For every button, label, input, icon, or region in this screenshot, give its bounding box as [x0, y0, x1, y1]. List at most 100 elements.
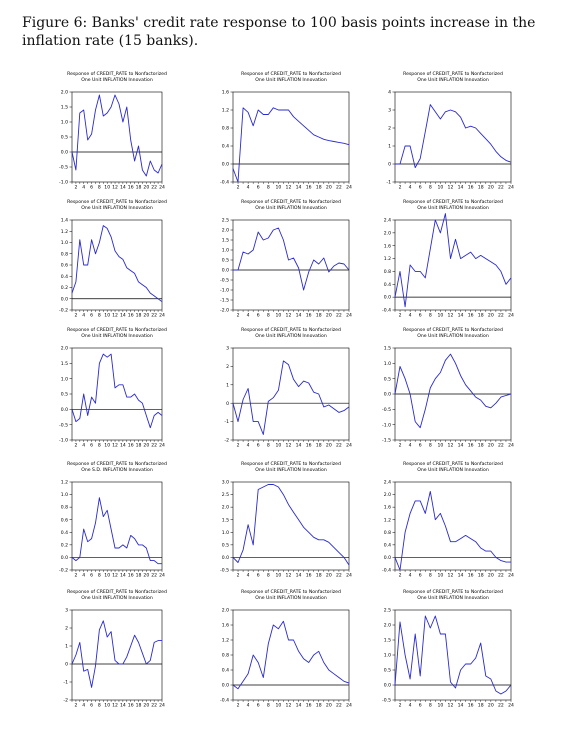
- x-tick-label: 14: [296, 703, 302, 709]
- x-tick-label: 14: [120, 185, 126, 191]
- x-tick-label: 16: [128, 185, 134, 191]
- y-tick-label: 0.8: [61, 505, 68, 511]
- chart-title-line: One Unit INFLATION Innovation: [417, 467, 489, 473]
- y-tick-label: -0.5: [382, 698, 391, 704]
- x-tick-label: 8: [267, 443, 270, 449]
- x-tick-label: 24: [508, 573, 514, 579]
- x-tick-label: 20: [326, 573, 332, 579]
- y-tick-label: 0: [226, 401, 229, 407]
- x-tick-label: 18: [478, 443, 484, 449]
- y-tick-label: 2.5: [222, 218, 229, 224]
- chart-title-line: Response of CREDIT_RATE to Nonfactorized: [241, 71, 341, 77]
- chart-panel-2: Response of CREDIT_RATE to Nonfactorized…: [220, 71, 352, 191]
- x-tick-label: 2: [74, 703, 77, 709]
- chart-title-line: Response of CREDIT_RATE to Nonfactorized: [67, 327, 167, 333]
- x-tick-label: 12: [286, 703, 292, 709]
- x-tick-label: 24: [346, 703, 352, 709]
- y-tick-label: 1: [388, 144, 391, 150]
- x-tick-label: 2: [399, 443, 402, 449]
- y-tick-label: 1.2: [222, 638, 229, 644]
- x-tick-label: 4: [82, 703, 85, 709]
- x-tick-label: 4: [409, 703, 412, 709]
- x-tick-label: 24: [346, 573, 352, 579]
- y-tick-label: 0.8: [61, 251, 68, 257]
- chart-title-line: One Unit INFLATION Innovation: [255, 77, 327, 83]
- chart-panel-13: Response of CREDIT_RATE to Nonfactorized…: [63, 589, 167, 709]
- x-tick-label: 14: [120, 443, 126, 449]
- x-tick-label: 6: [90, 703, 93, 709]
- x-tick-label: 4: [247, 443, 250, 449]
- y-tick-label: -1: [224, 419, 229, 425]
- x-tick-label: 10: [437, 703, 443, 709]
- x-tick-label: 2: [399, 313, 402, 319]
- x-tick-label: 8: [267, 703, 270, 709]
- x-tick-label: 24: [508, 185, 514, 191]
- x-tick-label: 2: [237, 573, 240, 579]
- y-tick-label: 2: [226, 364, 229, 370]
- x-tick-label: 8: [267, 185, 270, 191]
- response-line: [232, 360, 350, 435]
- x-tick-label: 16: [128, 573, 134, 579]
- chart-title-line: Response of CREDIT_RATE to Nonfactorized: [241, 461, 341, 467]
- x-tick-label: 2: [399, 573, 402, 579]
- chart-title-line: One Unit INFLATION Innovation: [417, 333, 489, 339]
- x-tick-label: 24: [159, 313, 165, 319]
- y-tick-label: 0.4: [222, 668, 229, 674]
- y-tick-label: -1: [386, 180, 391, 186]
- x-tick-label: 18: [478, 703, 484, 709]
- y-tick-label: 1.6: [384, 243, 391, 249]
- x-tick-label: 16: [468, 313, 474, 319]
- y-tick-label: 1.0: [222, 248, 229, 254]
- x-tick-label: 6: [257, 185, 260, 191]
- x-tick-label: 2: [74, 573, 77, 579]
- y-tick-label: 0.4: [61, 274, 68, 280]
- x-tick-label: 22: [336, 185, 342, 191]
- y-tick-label: 3.0: [222, 480, 229, 486]
- response-line: [232, 107, 350, 183]
- x-tick-label: 18: [478, 573, 484, 579]
- y-tick-label: -1.5: [220, 298, 229, 304]
- x-tick-label: 14: [296, 573, 302, 579]
- x-tick-label: 22: [336, 313, 342, 319]
- x-tick-label: 10: [437, 443, 443, 449]
- y-tick-label: -1.0: [220, 288, 229, 294]
- x-tick-label: 6: [90, 573, 93, 579]
- y-tick-label: -1.0: [59, 180, 68, 186]
- x-tick-label: 22: [498, 185, 504, 191]
- x-tick-label: 12: [448, 313, 454, 319]
- x-tick-label: 20: [326, 703, 332, 709]
- y-tick-label: -1.5: [382, 438, 391, 444]
- y-tick-label: 0.0: [384, 555, 391, 561]
- chart-panel-3: Response of CREDIT_RATE to Nonfactorized…: [386, 71, 514, 191]
- response-line: [394, 490, 511, 571]
- x-tick-label: 16: [128, 443, 134, 449]
- x-tick-label: 2: [237, 185, 240, 191]
- x-tick-label: 22: [498, 313, 504, 319]
- x-tick-label: 16: [306, 443, 312, 449]
- x-tick-label: 18: [316, 313, 322, 319]
- x-tick-label: 18: [136, 443, 142, 449]
- x-tick-label: 14: [458, 573, 464, 579]
- chart-panel-1: Response of CREDIT_RATE to Nonfactorized…: [59, 71, 167, 191]
- y-tick-label: 1.0: [61, 120, 68, 126]
- x-tick-label: 22: [498, 703, 504, 709]
- y-tick-label: 1.2: [61, 229, 68, 235]
- x-tick-label: 12: [286, 443, 292, 449]
- y-tick-label: 0.2: [61, 542, 68, 548]
- chart-panel-8: Response of CREDIT_RATE to Nonfactorized…: [224, 327, 352, 449]
- y-tick-label: 0: [388, 162, 391, 168]
- y-tick-label: 0.5: [384, 376, 391, 382]
- x-tick-label: 6: [257, 573, 260, 579]
- response-line: [71, 497, 162, 565]
- y-tick-label: 3: [65, 608, 68, 614]
- y-tick-label: 1: [226, 382, 229, 388]
- y-tick-label: 2.0: [222, 608, 229, 614]
- chart-panel-5: Response of CREDIT_RATE to Nonfactorized…: [220, 199, 352, 319]
- y-tick-label: 0.0: [61, 555, 68, 561]
- y-tick-label: 0.0: [61, 296, 68, 302]
- x-tick-label: 20: [326, 313, 332, 319]
- x-tick-label: 10: [275, 573, 281, 579]
- x-tick-label: 12: [448, 185, 454, 191]
- x-tick-label: 2: [74, 185, 77, 191]
- chart-panel-11: Response of CREDIT_RATE to Nonfactorized…: [220, 461, 352, 579]
